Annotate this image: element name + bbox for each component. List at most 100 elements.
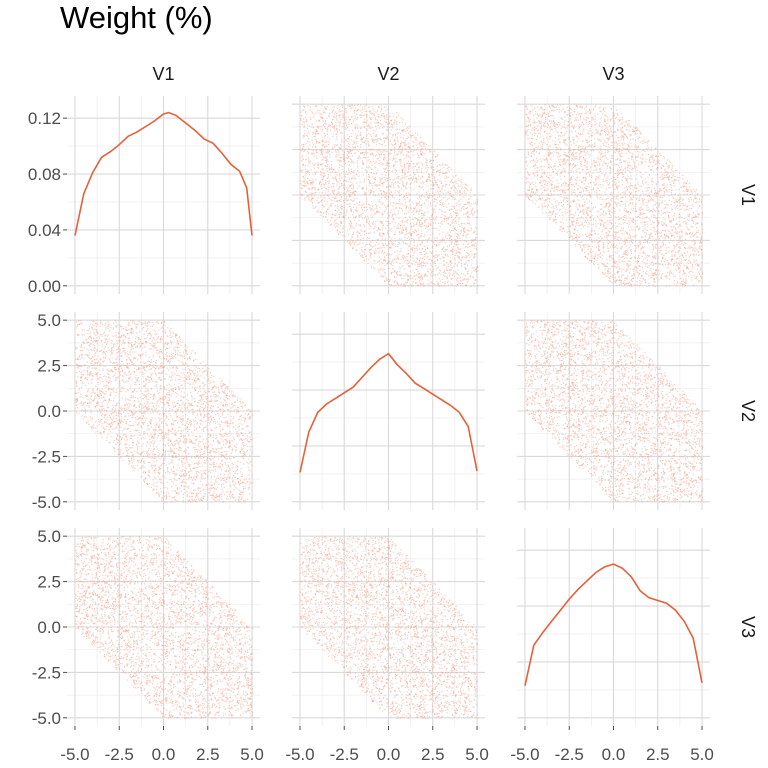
- scatter-point: [394, 143, 396, 145]
- scatter-point: [399, 146, 401, 149]
- scatter-point: [621, 171, 623, 173]
- scatter-point: [425, 147, 427, 149]
- scatter-point: [375, 150, 377, 152]
- scatter-point: [374, 252, 376, 254]
- scatter-point: [574, 200, 576, 202]
- scatter-point: [541, 208, 543, 210]
- scatter-point: [674, 179, 676, 181]
- scatter-point: [381, 174, 383, 176]
- scatter-point: [701, 261, 703, 263]
- scatter-point: [393, 201, 395, 204]
- scatter-point: [465, 285, 467, 287]
- scatter-point: [440, 273, 442, 275]
- scatter-point: [342, 122, 344, 125]
- scatter-point: [465, 236, 467, 238]
- scatter-point: [545, 175, 548, 177]
- scatter-point: [610, 193, 612, 196]
- scatter-point: [435, 180, 437, 182]
- scatter-point: [432, 185, 434, 187]
- scatter-point: [305, 118, 307, 120]
- scatter-point: [394, 244, 396, 246]
- scatter-point: [351, 149, 354, 151]
- scatter-point: [466, 251, 468, 253]
- scatter-point: [307, 152, 309, 154]
- scatter-point: [666, 171, 668, 173]
- scatter-point: [438, 180, 440, 182]
- scatter-point: [449, 166, 451, 169]
- scatter-point: [657, 155, 659, 157]
- scatter-point: [411, 237, 413, 240]
- scatter-point: [314, 105, 316, 107]
- scatter-point: [442, 203, 444, 206]
- scatter-point: [337, 233, 339, 235]
- scatter-point: [418, 221, 420, 223]
- scatter-point: [309, 148, 311, 151]
- scatter-point: [466, 215, 469, 218]
- scatter-point: [594, 118, 596, 120]
- scatter-point: [364, 156, 366, 158]
- scatter-point: [576, 222, 578, 224]
- scatter-point: [407, 132, 410, 134]
- scatter-point: [308, 197, 310, 199]
- scatter-point: [424, 258, 426, 260]
- scatter-point: [313, 135, 315, 138]
- scatter-point: [368, 158, 370, 160]
- scatter-point: [318, 201, 320, 203]
- scatter-point: [467, 242, 469, 244]
- scatter-point: [301, 124, 303, 126]
- scatter-point: [541, 193, 543, 195]
- scatter-point: [362, 212, 364, 214]
- scatter-point: [634, 156, 636, 158]
- scatter-point: [579, 236, 581, 238]
- scatter-point: [356, 174, 358, 176]
- scatter-point: [460, 203, 462, 205]
- scatter-point: [657, 258, 659, 260]
- scatter-point: [456, 213, 458, 215]
- scatter-point: [570, 181, 572, 183]
- scatter-point: [351, 183, 353, 185]
- scatter-point: [447, 218, 449, 220]
- scatter-point: [344, 179, 346, 181]
- scatter-point: [378, 228, 381, 231]
- scatter-point: [356, 135, 358, 137]
- scatter-point: [592, 150, 595, 152]
- scatter-point: [386, 225, 388, 227]
- scatter-point: [429, 223, 431, 225]
- scatter-point: [413, 232, 415, 234]
- scatter-point: [465, 268, 467, 270]
- scatter-point: [425, 265, 427, 267]
- scatter-point: [407, 260, 409, 262]
- scatter-point: [619, 159, 621, 161]
- scatter-point: [339, 153, 341, 155]
- scatter-point: [373, 160, 375, 162]
- scatter-point: [327, 177, 329, 179]
- scatter-point: [425, 205, 427, 207]
- scatter-point: [372, 224, 374, 226]
- y-tick-label: 0.00: [28, 277, 61, 296]
- scatter-point: [359, 233, 361, 235]
- scatter-point: [668, 188, 670, 191]
- scatter-point: [403, 129, 406, 131]
- scatter-point: [440, 180, 442, 182]
- scatter-point: [314, 163, 316, 165]
- scatter-point: [539, 166, 541, 168]
- scatter-point: [473, 267, 475, 269]
- scatter-point: [639, 211, 641, 213]
- scatter-point: [420, 225, 422, 228]
- scatter-point: [552, 110, 554, 112]
- scatter-point: [534, 167, 536, 169]
- scatter-point: [327, 170, 329, 172]
- scatter-point: [375, 111, 377, 113]
- scatter-point: [373, 193, 375, 195]
- scatter-point: [383, 234, 385, 236]
- scatter-point: [341, 157, 343, 159]
- scatter-point: [452, 277, 454, 280]
- scatter-point: [325, 213, 327, 215]
- scatter-point: [332, 202, 334, 204]
- scatter-point: [455, 243, 457, 246]
- scatter-point: [319, 180, 322, 182]
- scatter-point: [406, 243, 408, 245]
- scatter-point: [555, 206, 557, 208]
- scatter-point: [345, 127, 347, 129]
- scatter-point: [693, 234, 695, 236]
